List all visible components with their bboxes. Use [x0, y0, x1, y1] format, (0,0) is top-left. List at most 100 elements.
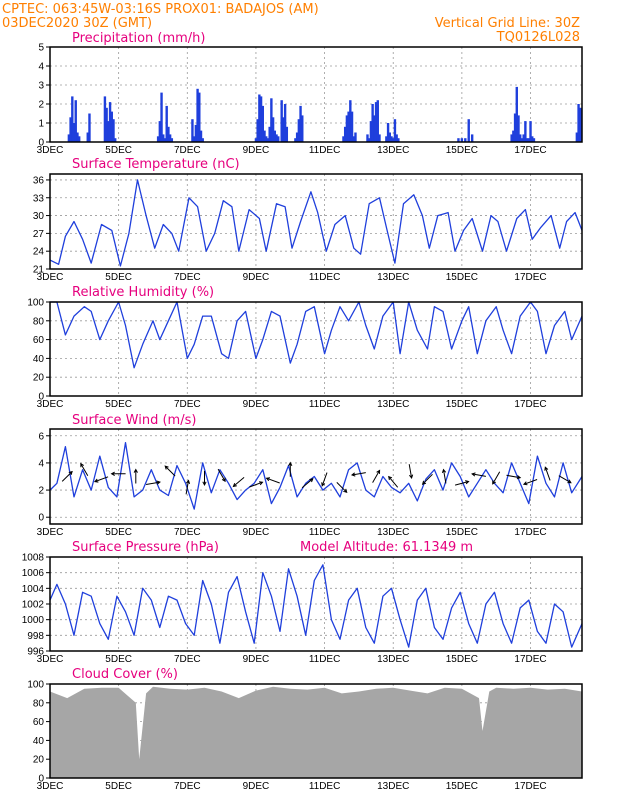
precipitation-bar — [163, 138, 167, 142]
pressure-title: Surface Pressure (hPa) — [72, 540, 219, 555]
wind-vector-arrow — [558, 475, 572, 484]
precipitation-bar — [460, 138, 464, 142]
precipitation-bar — [525, 138, 529, 142]
precipitation-bar — [285, 126, 289, 142]
wind-panel: Surface Wind (m/s) 3DEC 5DEC 7DEC 9DEC 11DEC… — [37, 413, 583, 538]
wind-vector-arrow — [441, 468, 447, 484]
header-model: TQ0126L028 — [496, 30, 580, 45]
precipitation-bar — [158, 121, 162, 142]
precipitation-bar — [160, 92, 163, 142]
precipitation-bar — [74, 100, 77, 142]
precipitation-bar — [386, 123, 390, 142]
wind-plot-area — [49, 429, 582, 524]
precipitation-bar — [368, 138, 371, 142]
pressure-x-tick-label: 17DEC — [514, 654, 546, 665]
precipitation-bar — [167, 126, 170, 142]
cloud-cover-area — [50, 686, 582, 778]
temperature-plot-area — [49, 174, 582, 269]
precipitation-bar — [280, 100, 283, 142]
wind-vector-arrow — [133, 468, 138, 484]
precipitation-bar — [510, 134, 513, 142]
precipitation-bar — [71, 96, 74, 142]
precipitation-bar — [378, 134, 381, 142]
precipitation-bar — [275, 134, 278, 142]
temperature-frame — [49, 173, 583, 270]
wind-vector-arrow — [80, 462, 89, 477]
precipitation-y-tick-label: 2 — [38, 100, 44, 111]
humidity-x-tick-label: 9DEC — [243, 399, 270, 410]
precipitation-bar — [522, 134, 525, 142]
precipitation-bar — [513, 113, 517, 142]
wind-y-tick-label: 2 — [38, 486, 44, 497]
humidity-x-tick-label: 15DEC — [446, 399, 478, 410]
pressure-x-tick-label: 3DEC — [37, 654, 64, 665]
precipitation-bar — [256, 119, 259, 142]
pressure-series-line — [49, 564, 583, 648]
precipitation-bar — [156, 136, 160, 142]
precipitation-bar — [194, 124, 198, 142]
wind-x-tick-label: 11DEC — [309, 527, 341, 538]
precipitation-bar — [392, 138, 395, 142]
cloud-panel: Cloud Cover (%) 3DEC 5DEC 7DEC 9DEC 11DEC 13D… — [27, 667, 583, 792]
humidity-y-tick-label: 40 — [33, 354, 45, 365]
precipitation-bar — [531, 136, 534, 142]
wind-vector-arrow — [164, 465, 176, 477]
precipitation-x-tick-label: 9DEC — [243, 145, 270, 156]
wind-frame — [49, 428, 583, 525]
precipitation-bar — [162, 134, 165, 142]
wind-series-line — [49, 441, 583, 510]
wind-vector-arrow — [202, 470, 207, 486]
wind-vector-arrow — [61, 470, 73, 482]
temperature-x-tick-label: 11DEC — [309, 272, 341, 283]
cloud-x-tick-label: 5DEC — [105, 781, 132, 792]
wind-vector-arrow — [185, 479, 191, 495]
precipitation-x-tick-label: 3DEC — [37, 145, 64, 156]
wind-vector-arrow — [492, 471, 501, 485]
precipitation-bar — [299, 105, 302, 142]
precipitation-bar — [301, 115, 304, 142]
humidity-y-tick-label: 0 — [38, 392, 44, 403]
temperature-x-tick-label: 13DEC — [377, 272, 409, 283]
humidity-title: Relative Humidity (%) — [72, 285, 214, 300]
precipitation-y-tick-label: 0 — [38, 138, 44, 149]
precipitation-bar — [397, 138, 400, 142]
precipitation-bar — [354, 132, 357, 142]
precipitation-bar — [388, 132, 391, 142]
precipitation-bar — [373, 115, 376, 142]
header-station: CPTEC: 063:45W-03:16S PROX01: BADAJOS (A… — [2, 2, 319, 17]
model-altitude-annotation: Model Altitude: 61.1349 m — [300, 540, 473, 555]
wind-x-tick-label: 7DEC — [174, 527, 201, 538]
precipitation-bar — [343, 126, 347, 142]
precipitation-bar — [376, 100, 379, 142]
precipitation-bar — [165, 105, 168, 142]
pressure-x-tick-label: 7DEC — [174, 654, 201, 665]
pressure-plot-area — [49, 557, 582, 651]
temperature-y-tick-label: 24 — [33, 247, 45, 258]
precipitation-bar — [268, 126, 271, 142]
temperature-panel: Surface Temperature (nC) 3DEC 5DEC 7DEC 9DE… — [33, 157, 583, 283]
humidity-y-tick-label: 20 — [33, 373, 45, 384]
wind-vector-arrow — [544, 466, 551, 481]
precipitation-bar — [103, 96, 107, 142]
precipitation-bar — [579, 107, 582, 142]
humidity-series-line — [50, 301, 583, 369]
precipitation-bar — [352, 136, 355, 142]
precipitation-bar — [529, 121, 532, 142]
humidity-y-tick-label: 60 — [33, 335, 45, 346]
precipitation-bar — [76, 132, 79, 142]
precipitation-bar — [107, 121, 110, 142]
pressure-y-tick-label: 1006 — [22, 568, 45, 579]
precipitation-bar — [467, 119, 470, 142]
wind-x-tick-label: 15DEC — [446, 527, 478, 538]
wind-y-tick-label: 0 — [38, 513, 44, 524]
temperature-y-tick-label: 36 — [33, 175, 45, 186]
pressure-y-tick-label: 1000 — [22, 615, 45, 626]
pressure-x-tick-label: 5DEC — [105, 654, 132, 665]
pressure-x-tick-label: 13DEC — [377, 654, 409, 665]
precipitation-bar — [72, 123, 76, 142]
humidity-plot-area — [49, 302, 582, 396]
precipitation-bar — [168, 134, 172, 142]
precipitation-title: Precipitation (mm/h) — [72, 31, 205, 46]
precipitation-bar — [371, 104, 374, 142]
